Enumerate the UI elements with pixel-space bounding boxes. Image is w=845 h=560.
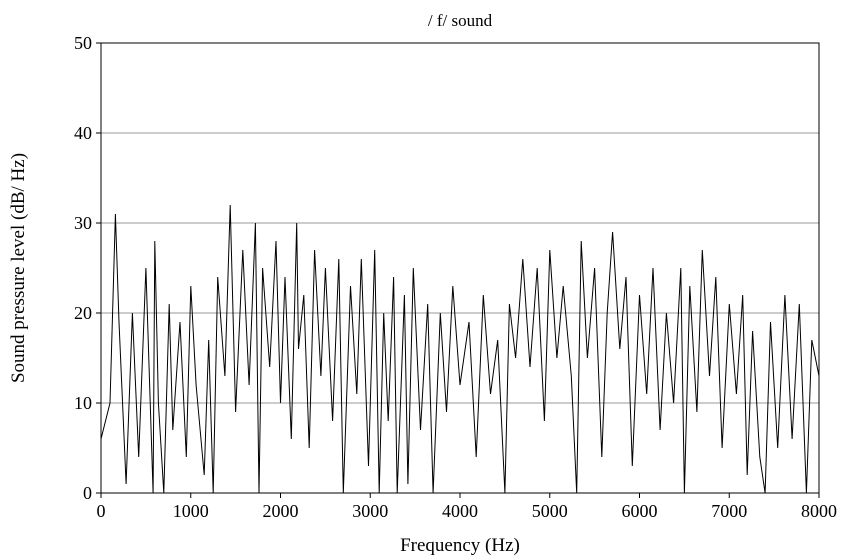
- x-tick-label: 7000: [711, 501, 747, 521]
- gridlines: [101, 132, 819, 404]
- plot-frame: [100, 42, 820, 494]
- y-tick-label: 30: [74, 213, 92, 233]
- y-axis: 0 10 20 30 40 50: [74, 33, 101, 503]
- y-tick-label: 50: [74, 33, 92, 53]
- x-tick-label: 3000: [352, 501, 388, 521]
- chart-title: / f/ sound: [428, 11, 493, 30]
- spectrum-line: [100, 204, 820, 494]
- y-tick-label: 40: [74, 123, 92, 143]
- x-tick-label: 5000: [532, 501, 568, 521]
- y-axis-label: Sound pressure level (dB/ Hz): [8, 153, 29, 383]
- x-tick-label: 4000: [442, 501, 478, 521]
- x-tick-label: 0: [97, 501, 106, 521]
- y-tick-label: 20: [74, 303, 92, 323]
- x-axis-label: Frequency (Hz): [400, 535, 520, 556]
- x-axis: 0 1000 2000 3000 4000 5000 6000 7000 8000: [97, 493, 837, 521]
- x-tick-label: 6000: [622, 501, 658, 521]
- y-tick-label: 0: [83, 483, 92, 503]
- x-tick-label: 2000: [263, 501, 299, 521]
- x-tick-label: 1000: [173, 501, 209, 521]
- x-tick-label: 8000: [801, 501, 837, 521]
- y-tick-label: 10: [74, 393, 92, 413]
